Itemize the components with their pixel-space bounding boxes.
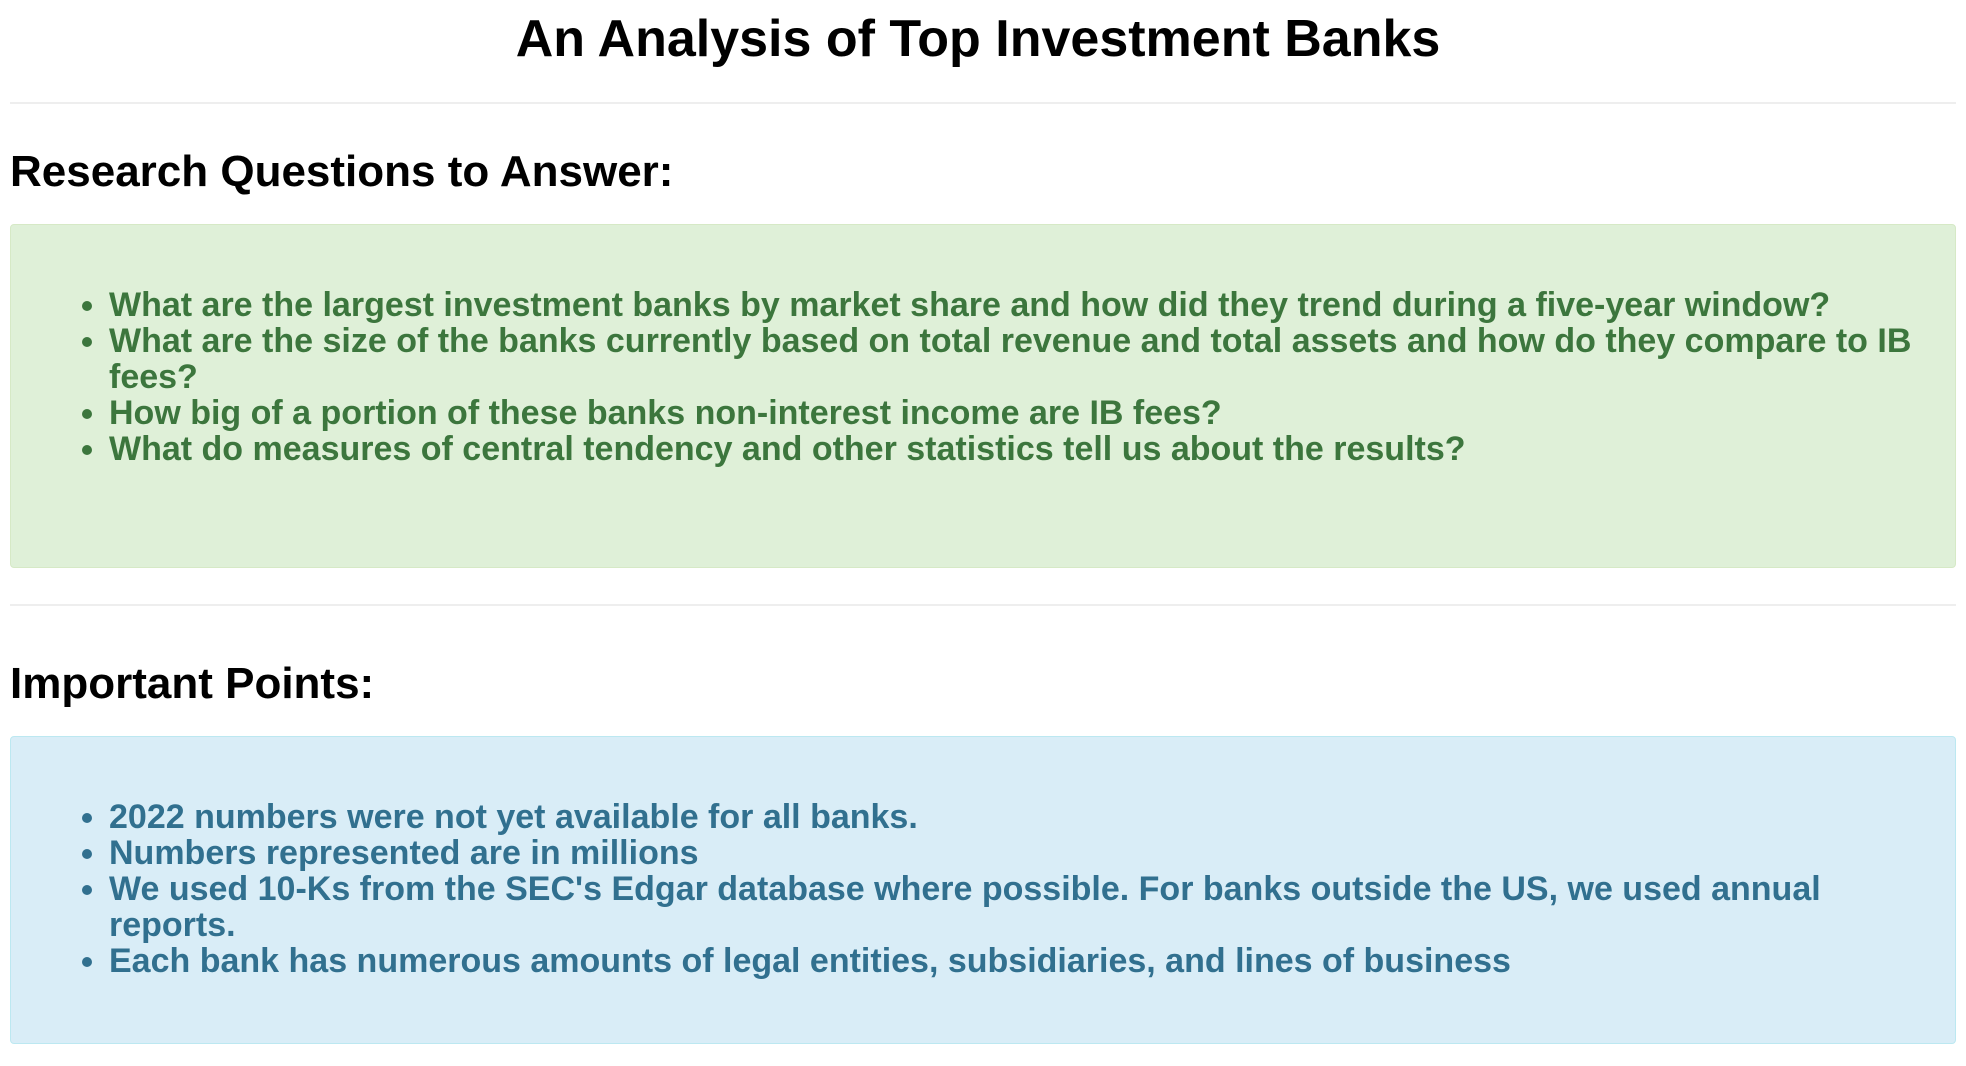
list-item: How big of a portion of these banks non-… <box>109 395 1915 431</box>
research-questions-heading: Research Questions to Answer: <box>10 147 674 196</box>
important-points-heading: Important Points: <box>10 659 375 708</box>
list-item: 2022 numbers were not yet available for … <box>109 799 1915 835</box>
list-item: What are the size of the banks currently… <box>109 323 1915 395</box>
list-item: What are the largest investment banks by… <box>109 287 1915 323</box>
divider <box>10 604 1956 606</box>
page-title: An Analysis of Top Investment Banks <box>515 10 1441 68</box>
list-item: What do measures of central tendency and… <box>109 431 1915 467</box>
divider <box>10 102 1956 104</box>
research-questions-list: What are the largest investment banks by… <box>59 287 1915 467</box>
list-item: We used 10-Ks from the SEC's Edgar datab… <box>109 871 1915 943</box>
list-item: Each bank has numerous amounts of legal … <box>109 943 1915 979</box>
important-points-list: 2022 numbers were not yet available for … <box>59 799 1915 979</box>
research-questions-box: What are the largest investment banks by… <box>10 224 1956 568</box>
list-item: Numbers represented are in millions <box>109 835 1915 871</box>
important-points-box: 2022 numbers were not yet available for … <box>10 736 1956 1044</box>
